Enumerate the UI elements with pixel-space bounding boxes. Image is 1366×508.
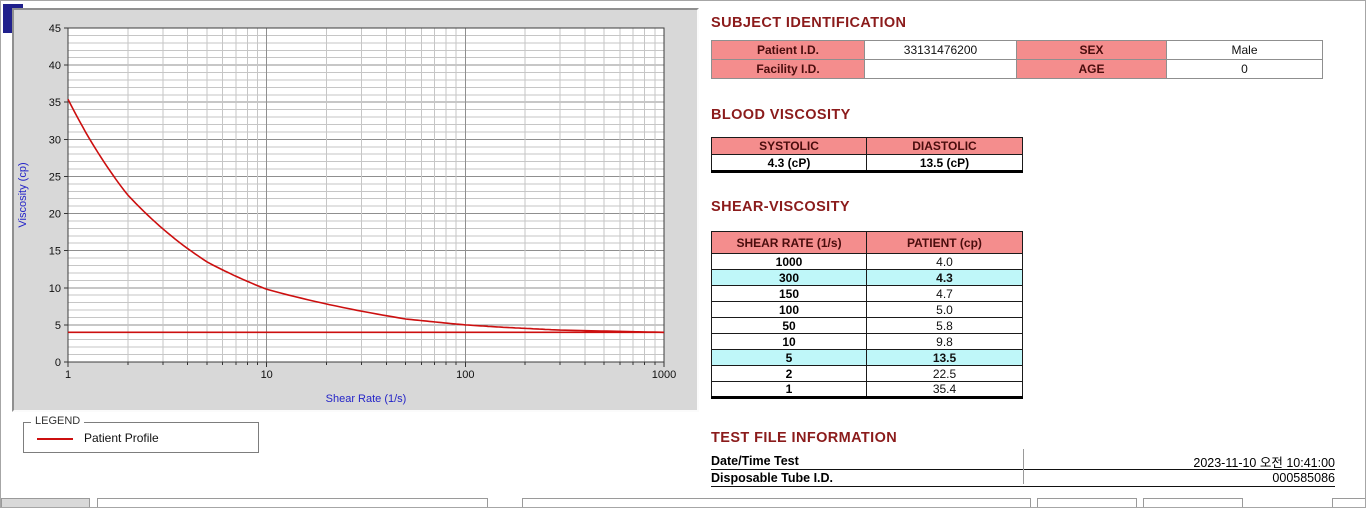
legend-line-sample — [37, 438, 73, 440]
shear-row: 2 22.5 — [711, 365, 1023, 382]
svg-text:10: 10 — [49, 283, 61, 295]
tube-id-value: 000585086 — [1272, 471, 1335, 485]
blood-viscosity-section: BLOOD VISCOSITY SYSTOLIC DIASTOLIC 4.3 (… — [711, 107, 1023, 173]
shear-rate-header: SHEAR RATE (1/s) — [711, 231, 867, 254]
age-label: AGE — [1016, 59, 1167, 79]
patient-id-label: Patient I.D. — [711, 40, 865, 60]
table-header-row: SHEAR RATE (1/s) PATIENT (cp) — [711, 231, 1023, 254]
viscosity-chart: 1 10 100 1000 0 5 10 15 20 25 30 35 40 45 Shear Rate (… — [14, 10, 697, 410]
test-file-table-divider — [1023, 449, 1024, 484]
diastolic-value: 13.5 (cP) — [866, 154, 1023, 172]
shear-row: 5 13.5 — [711, 349, 1023, 366]
facility-id-value — [864, 59, 1017, 79]
date-time-value: 2023-11-10 오전 10:41:00 — [1193, 455, 1335, 470]
tube-id-label: Disposable Tube I.D. — [711, 471, 834, 485]
patient-viscosity-cell: 22.5 — [866, 365, 1023, 382]
patient-viscosity-cell: 13.5 — [866, 349, 1023, 366]
patient-viscosity-cell: 5.0 — [866, 301, 1023, 318]
svg-text:0: 0 — [55, 357, 61, 369]
patient-viscosity-cell: 9.8 — [866, 333, 1023, 350]
shear-row: 1000 4.0 — [711, 253, 1023, 270]
table-row: 4.3 (cP) 13.5 (cP) — [711, 154, 1023, 172]
sex-value: Male — [1166, 40, 1323, 60]
bottom-field-partial-1[interactable] — [97, 498, 488, 507]
patient-viscosity-cell: 4.3 — [866, 269, 1023, 286]
shear-rate-cell: 100 — [711, 301, 867, 318]
age-value: 0 — [1166, 59, 1323, 79]
svg-text:10: 10 — [261, 369, 273, 381]
patient-viscosity-cell: 4.7 — [866, 285, 1023, 302]
shear-viscosity-section: SHEAR-VISCOSITY SHEAR RATE (1/s) PATIENT… — [711, 199, 1023, 399]
bottom-button-partial-3[interactable] — [1143, 498, 1243, 507]
shear-row: 300 4.3 — [711, 269, 1023, 286]
svg-text:25: 25 — [49, 171, 61, 183]
tube-id-row: Disposable Tube I.D. 000585086 — [711, 470, 1335, 487]
legend-title: LEGEND — [31, 415, 85, 427]
shear-row: 50 5.8 — [711, 317, 1023, 334]
blood-viscosity-table: SYSTOLIC DIASTOLIC 4.3 (cP) 13.5 (cP) — [711, 137, 1023, 173]
patient-viscosity-cell: 4.0 — [866, 253, 1023, 270]
shear-row: 10 9.8 — [711, 333, 1023, 350]
shear-rate-cell: 1000 — [711, 253, 867, 270]
svg-text:1000: 1000 — [652, 369, 676, 381]
shear-row: 150 4.7 — [711, 285, 1023, 302]
table-row: Patient I.D. 33131476200 SEX Male — [711, 40, 1323, 60]
legend-item-label: Patient Profile — [84, 431, 159, 445]
blood-viscosity-title: BLOOD VISCOSITY — [711, 107, 851, 123]
svg-text:100: 100 — [456, 369, 474, 381]
shear-row: 1 35.4 — [711, 381, 1023, 398]
svg-text:20: 20 — [49, 209, 61, 221]
legend: LEGEND Patient Profile — [23, 415, 259, 453]
shear-rate-cell: 1 — [711, 381, 867, 398]
bottom-button-partial-4[interactable] — [1332, 498, 1365, 507]
date-time-label: Date/Time Test — [711, 454, 799, 468]
subject-identification-section: SUBJECT IDENTIFICATION Patient I.D. 3313… — [711, 15, 1323, 79]
bottom-field-partial-2[interactable] — [522, 498, 1031, 507]
svg-text:40: 40 — [49, 60, 61, 72]
test-file-information-title: TEST FILE INFORMATION — [711, 430, 898, 446]
patient-viscosity-cell: 35.4 — [866, 381, 1023, 398]
shear-rate-cell: 2 — [711, 365, 867, 382]
viscosity-chart-panel: 1 10 100 1000 0 5 10 15 20 25 30 35 40 45 Shear Rate (… — [12, 8, 699, 412]
table-row: Facility I.D. AGE 0 — [711, 59, 1323, 79]
shear-rate-cell: 5 — [711, 349, 867, 366]
svg-text:Shear Rate (1/s): Shear Rate (1/s) — [326, 393, 407, 405]
svg-text:15: 15 — [49, 246, 61, 258]
shear-viscosity-table: SHEAR RATE (1/s) PATIENT (cp) 1000 4.0 3… — [711, 231, 1023, 399]
patient-viscosity-cell: 5.8 — [866, 317, 1023, 334]
systolic-header: SYSTOLIC — [711, 137, 867, 155]
svg-text:45: 45 — [49, 23, 61, 35]
sex-label: SEX — [1016, 40, 1167, 60]
shear-viscosity-title: SHEAR-VISCOSITY — [711, 199, 850, 215]
bottom-button-partial-1[interactable] — [1, 498, 90, 507]
svg-text:1: 1 — [65, 369, 71, 381]
subject-identification-title: SUBJECT IDENTIFICATION — [711, 15, 907, 31]
shear-rate-cell: 300 — [711, 269, 867, 286]
diastolic-header: DIASTOLIC — [866, 137, 1023, 155]
shear-rate-cell: 150 — [711, 285, 867, 302]
patient-id-value: 33131476200 — [864, 40, 1017, 60]
bottom-button-partial-2[interactable] — [1037, 498, 1137, 507]
table-row: SYSTOLIC DIASTOLIC — [711, 137, 1023, 155]
shear-row: 100 5.0 — [711, 301, 1023, 318]
svg-text:35: 35 — [49, 97, 61, 109]
systolic-value: 4.3 (cP) — [711, 154, 867, 172]
subject-identification-table: Patient I.D. 33131476200 SEX Male Facili… — [711, 40, 1323, 79]
svg-text:Viscosity (cp): Viscosity (cp) — [17, 162, 29, 227]
facility-id-label: Facility I.D. — [711, 59, 865, 79]
svg-text:5: 5 — [55, 320, 61, 332]
shear-rate-cell: 10 — [711, 333, 867, 350]
patient-cp-header: PATIENT (cp) — [866, 231, 1023, 254]
svg-text:30: 30 — [49, 134, 61, 146]
shear-rate-cell: 50 — [711, 317, 867, 334]
